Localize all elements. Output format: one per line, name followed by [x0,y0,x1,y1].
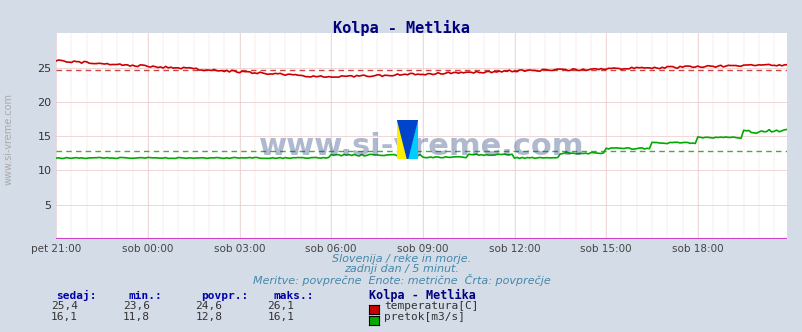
Text: min.:: min.: [128,291,162,301]
Text: 23,6: 23,6 [123,301,150,311]
Text: zadnji dan / 5 minut.: zadnji dan / 5 minut. [343,264,459,274]
Polygon shape [397,120,407,159]
Text: Kolpa - Metlika: Kolpa - Metlika [333,20,469,36]
Text: 12,8: 12,8 [195,312,222,322]
Text: 16,1: 16,1 [267,312,294,322]
Text: 24,6: 24,6 [195,301,222,311]
Text: maks.:: maks.: [273,291,313,301]
Text: sedaj:: sedaj: [56,290,96,301]
Text: Kolpa - Metlika: Kolpa - Metlika [369,289,476,302]
Text: Meritve: povprečne  Enote: metrične  Črta: povprečje: Meritve: povprečne Enote: metrične Črta:… [253,274,549,286]
Text: pretok[m3/s]: pretok[m3/s] [383,312,464,322]
Text: 26,1: 26,1 [267,301,294,311]
Text: 16,1: 16,1 [51,312,78,322]
Text: www.si-vreme.com: www.si-vreme.com [258,132,584,161]
Polygon shape [407,120,417,159]
Text: www.si-vreme.com: www.si-vreme.com [4,93,14,186]
Text: 25,4: 25,4 [51,301,78,311]
Text: temperatura[C]: temperatura[C] [383,301,478,311]
Text: 11,8: 11,8 [123,312,150,322]
Text: Slovenija / reke in morje.: Slovenija / reke in morje. [331,254,471,264]
Text: povpr.:: povpr.: [200,291,248,301]
Polygon shape [397,120,417,159]
